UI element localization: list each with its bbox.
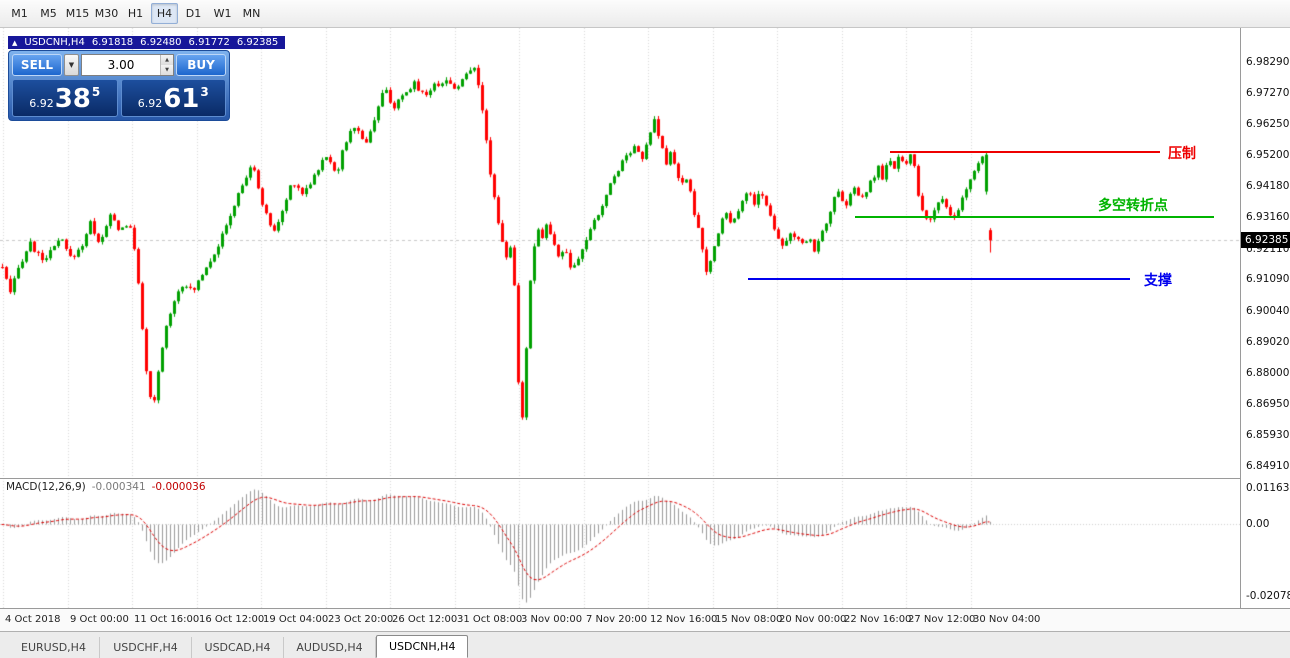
timeframe-button-d1[interactable]: D1 <box>185 7 202 20</box>
one-click-trading-panel: SELL ▼ ▲ ▼ BUY 6.92 38 5 6.92 61 3 <box>8 50 230 121</box>
macd-signal-value: -0.000036 <box>151 481 206 493</box>
current-price-badge: 6.92385 <box>1241 232 1290 248</box>
macd-panel-divider[interactable] <box>0 478 1290 479</box>
price-tick: 6.86950 <box>1246 398 1290 410</box>
time-tick: 4 Oct 2018 <box>5 614 61 625</box>
ohlc-open: 6.91818 <box>91 37 134 48</box>
timeframe-button-h1[interactable]: H1 <box>127 7 144 20</box>
volume-dropdown-icon[interactable]: ▼ <box>64 54 79 76</box>
buy-price-prefix: 6.92 <box>137 97 163 110</box>
volume-down-icon[interactable]: ▼ <box>161 65 173 75</box>
annotation-label-pivot: 多空转折点 <box>1098 198 1168 214</box>
volume-up-icon[interactable]: ▲ <box>161 55 173 65</box>
price-axis-divider <box>1240 28 1241 608</box>
buy-price-big: 61 <box>163 84 200 114</box>
price-tick: 6.91090 <box>1246 273 1290 285</box>
symbol-tab-usdchf[interactable]: USDCHF,H4 <box>100 637 192 658</box>
timeframe-button-m30[interactable]: M30 <box>94 7 119 20</box>
volume-field-wrap: ▲ ▼ <box>81 54 174 76</box>
buy-button[interactable]: BUY <box>176 54 226 76</box>
ohlc-close: 6.92385 <box>236 37 279 48</box>
ohlc-high: 6.92480 <box>140 37 182 48</box>
time-tick: 30 Nov 04:00 <box>973 614 1041 625</box>
timeframe-button-mn[interactable]: MN <box>242 7 261 20</box>
chart-ohlc-bar: ▲ USDCNH,H4 6.91818 6.92480 6.91772 6.92… <box>8 36 286 49</box>
annotation-line-pivot[interactable] <box>855 216 1214 218</box>
timeframe-toolbar: M1 M5 M15 M30 H1 H4 D1 W1 MN <box>0 0 1290 28</box>
price-tick: 6.93160 <box>1246 211 1290 223</box>
macd-scale-tick: -0.020788 <box>1246 590 1290 602</box>
price-tick: 6.96250 <box>1246 118 1290 130</box>
chart-window: 6.98290 6.97270 6.96250 6.95200 6.94180 6.931… <box>0 28 1290 631</box>
time-tick: 19 Oct 04:00 <box>263 614 329 625</box>
price-tick: 6.84910 <box>1246 460 1290 472</box>
price-tick: 6.98290 <box>1246 56 1290 68</box>
sell-price-prefix: 6.92 <box>29 97 54 110</box>
time-tick: 20 Nov 00:00 <box>779 614 847 625</box>
time-tick: 3 Nov 00:00 <box>521 614 583 625</box>
macd-indicator-canvas[interactable] <box>0 478 1240 608</box>
timeframe-button-m5[interactable]: M5 <box>40 7 57 20</box>
time-tick: 7 Nov 20:00 <box>586 614 648 625</box>
time-tick: 27 Nov 12:00 <box>908 614 976 625</box>
price-tick: 6.88000 <box>1246 367 1290 379</box>
symbol-tab-bar: EURUSD,H4 USDCHF,H4 USDCAD,H4 AUDUSD,H4 USDC… <box>0 631 1290 658</box>
time-tick: 22 Nov 16:00 <box>844 614 912 625</box>
price-tick: 6.94180 <box>1246 180 1290 192</box>
sell-price-sup: 5 <box>91 85 101 99</box>
time-tick: 15 Nov 08:00 <box>715 614 783 625</box>
sell-price-display[interactable]: 6.92 38 5 <box>12 79 118 117</box>
price-tick: 6.85930 <box>1246 429 1290 441</box>
symbol-tab-audusd[interactable]: AUDUSD,H4 <box>284 637 376 658</box>
macd-main-value: -0.000341 <box>91 481 146 493</box>
time-tick: 23 Oct 20:00 <box>328 614 394 625</box>
sell-button[interactable]: SELL <box>12 54 62 76</box>
time-tick: 26 Oct 12:00 <box>392 614 458 625</box>
price-tick: 6.90040 <box>1246 305 1290 317</box>
timeframe-button-w1[interactable]: W1 <box>213 7 232 20</box>
annotation-line-support[interactable] <box>748 278 1130 280</box>
buy-price-display[interactable]: 6.92 61 3 <box>120 79 226 117</box>
timeframe-button-m1[interactable]: M1 <box>11 7 28 20</box>
symbol-tab-usdcad[interactable]: USDCAD,H4 <box>192 637 284 658</box>
macd-name: MACD(12,26,9) <box>6 481 86 493</box>
symbol-tab-eurusd[interactable]: EURUSD,H4 <box>8 637 100 658</box>
timeframe-button-m15[interactable]: M15 <box>65 7 90 20</box>
ohlc-low: 6.91772 <box>188 37 230 48</box>
time-tick: 11 Oct 16:00 <box>134 614 200 625</box>
price-tick: 6.95200 <box>1246 149 1290 161</box>
time-axis: 4 Oct 2018 9 Oct 00:00 11 Oct 16:00 16 Oct … <box>0 608 1290 631</box>
annotation-label-support: 支撑 <box>1144 273 1172 289</box>
annotation-label-resistance: 压制 <box>1168 146 1196 162</box>
collapse-panel-icon[interactable]: ▲ <box>12 38 18 47</box>
time-tick: 16 Oct 12:00 <box>199 614 265 625</box>
chart-symbol: USDCNH,H4 <box>24 37 85 48</box>
volume-input[interactable] <box>82 55 160 75</box>
timeframe-button-h4[interactable]: H4 <box>151 3 178 24</box>
price-tick: 6.97270 <box>1246 87 1290 99</box>
buy-price-sup: 3 <box>200 85 209 99</box>
macd-scale-tick: 0.00 <box>1246 518 1270 530</box>
price-tick: 6.89020 <box>1246 336 1290 348</box>
macd-indicator-label: MACD(12,26,9) -0.000341 -0.000036 <box>6 481 206 493</box>
macd-scale-tick: 0.011636 <box>1246 482 1290 494</box>
time-tick: 12 Nov 16:00 <box>650 614 718 625</box>
volume-stepper: ▲ ▼ <box>160 55 173 75</box>
symbol-tab-usdcnh[interactable]: USDCNH,H4 <box>376 635 469 658</box>
annotation-line-resistance[interactable] <box>890 151 1160 153</box>
sell-price-big: 38 <box>54 84 91 114</box>
price-axis: 6.98290 6.97270 6.96250 6.95200 6.94180 6.931… <box>1241 28 1290 608</box>
time-tick: 31 Oct 08:00 <box>457 614 523 625</box>
time-tick: 9 Oct 00:00 <box>70 614 129 625</box>
